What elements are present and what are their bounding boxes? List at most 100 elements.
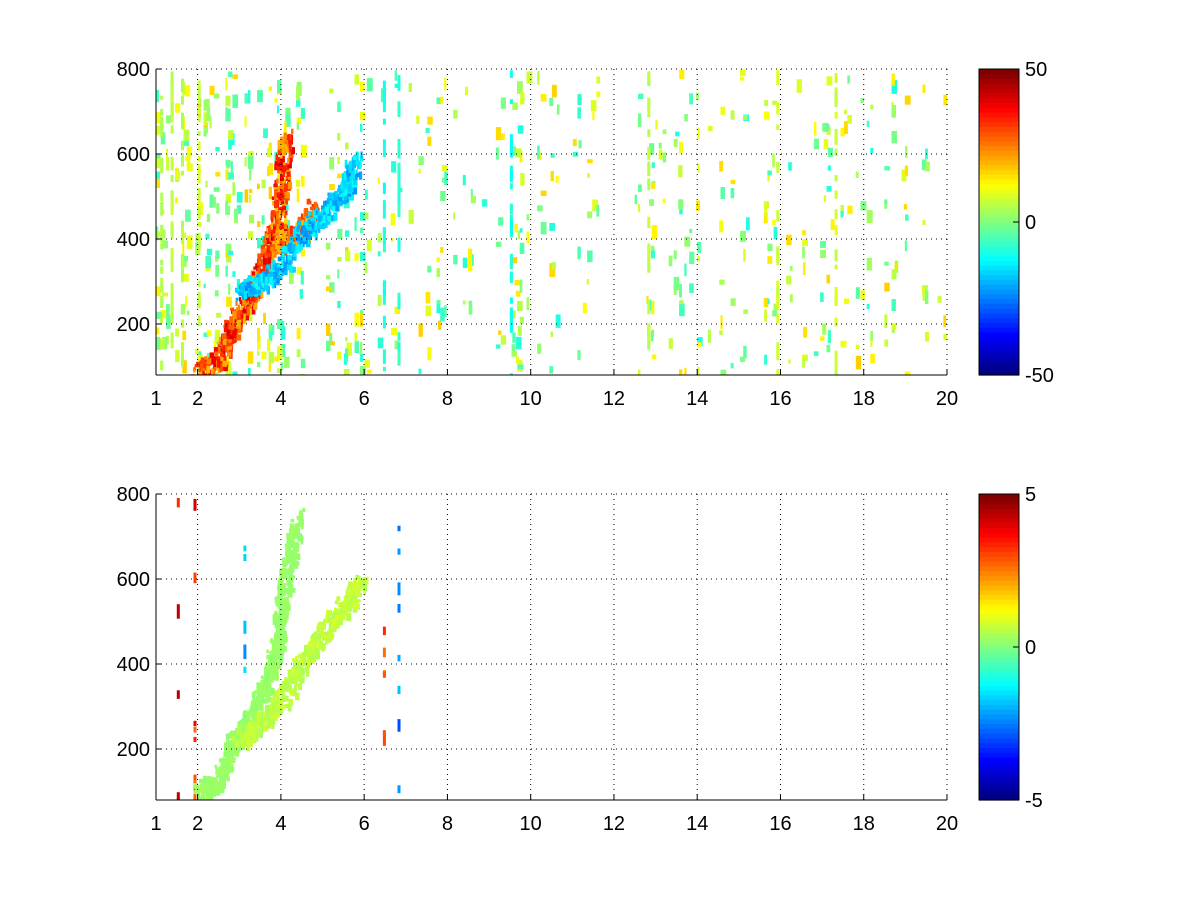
heatmap-cell — [209, 352, 215, 358]
heatmap-cell — [252, 271, 255, 276]
heatmap-cell — [638, 369, 641, 375]
heatmap-cell — [156, 231, 161, 238]
heatmap-cell — [658, 142, 662, 149]
heatmap-cell — [826, 76, 833, 86]
heatmap-cell — [360, 81, 365, 92]
heatmap-cell — [230, 307, 235, 312]
colorbar-segment — [979, 116, 1019, 123]
heatmap-cell — [336, 596, 341, 601]
colorbar-segment — [979, 169, 1019, 175]
heatmap-cell — [186, 163, 193, 172]
heatmap-cell — [295, 692, 300, 701]
heatmap-cell — [320, 219, 323, 225]
heatmap-cell — [290, 567, 295, 572]
colorbar-segment — [979, 279, 1019, 285]
heatmap-cell — [281, 272, 284, 276]
colorbar-segment — [979, 322, 1019, 328]
heatmap-cell — [257, 221, 261, 228]
heatmap-cell — [520, 92, 525, 105]
heatmap-cell — [296, 522, 300, 529]
heatmap-cell — [249, 308, 253, 322]
heatmap-cell — [170, 190, 174, 199]
heatmap-cell — [279, 233, 282, 238]
heatmap-cell — [515, 336, 522, 350]
heatmap-cell — [226, 333, 230, 340]
heatmap-cell — [266, 654, 271, 660]
heatmap-cell — [170, 284, 174, 301]
heatmap-cell — [337, 156, 340, 164]
heatmap-cell — [227, 767, 230, 774]
heatmap-cell — [235, 742, 238, 751]
heatmap-cell — [468, 300, 473, 315]
heatmap-cell — [282, 205, 287, 210]
heatmap-cell — [557, 104, 560, 115]
colorbar-segment — [979, 718, 1019, 725]
heatmap-cell — [197, 141, 201, 151]
heatmap-cell — [343, 596, 346, 605]
heatmap-cell — [549, 366, 554, 374]
heatmap-cell — [827, 165, 831, 171]
colorbar-tick-label: 0 — [1025, 637, 1036, 659]
heatmap-cell — [249, 188, 253, 193]
heatmap-cell — [509, 253, 513, 261]
heatmap-cell — [160, 95, 164, 100]
heatmap-cell — [509, 207, 513, 215]
heatmap-cell — [236, 205, 242, 214]
heatmap-cell — [363, 576, 369, 585]
heatmap-cell — [730, 179, 736, 185]
heatmap-cell — [925, 290, 929, 304]
heatmap-cell — [206, 791, 211, 795]
heatmap-cell — [244, 157, 247, 167]
heatmap-cell — [253, 707, 259, 712]
heatmap-cell — [285, 607, 289, 617]
heatmap-cell — [440, 191, 446, 202]
heatmap-cell — [662, 198, 666, 204]
heatmap-cell — [776, 161, 780, 173]
x-tick-label: 16 — [769, 388, 791, 410]
heatmap-cell — [263, 312, 266, 324]
heatmap-cell — [517, 81, 523, 94]
heatmap-cell — [228, 766, 232, 770]
heatmap-cell — [247, 231, 254, 239]
heatmap-cell — [160, 116, 164, 127]
heatmap-cell — [296, 234, 300, 242]
heatmap-cell — [243, 303, 246, 312]
heatmap-cell — [337, 301, 341, 309]
heatmap-cell — [321, 628, 324, 637]
heatmap-cell — [237, 327, 242, 334]
heatmap-cell — [354, 587, 358, 592]
heatmap-cell — [590, 100, 597, 112]
heatmap-cell — [250, 293, 256, 302]
heatmap-cell — [866, 210, 873, 224]
colorbar-segment — [979, 107, 1019, 113]
heatmap-cell — [260, 244, 266, 249]
heatmap-cell — [276, 640, 282, 648]
x-tick-label: 20 — [936, 813, 958, 835]
heatmap-cell — [256, 682, 261, 690]
heatmap-cell — [206, 248, 213, 256]
heatmap-cell — [228, 130, 234, 140]
heatmap-cell — [274, 356, 280, 362]
heatmap-cell — [243, 644, 247, 660]
heatmap-cell — [215, 787, 221, 796]
heatmap-cell — [181, 228, 184, 238]
heatmap-cell — [202, 775, 207, 781]
heatmap-cell — [834, 317, 838, 327]
heatmap-cell — [382, 367, 386, 372]
heatmap-cell — [317, 224, 321, 233]
heatmap-cell — [555, 314, 561, 328]
heatmap-cell — [453, 109, 458, 119]
heatmap-cell — [440, 96, 444, 104]
heatmap-cell — [234, 733, 240, 741]
heatmap-cell — [649, 199, 654, 206]
heatmap-cell — [278, 272, 282, 276]
heatmap-cell — [288, 546, 291, 553]
heatmap-cell — [307, 646, 311, 655]
colorbar-segment — [979, 560, 1019, 567]
heatmap-cell — [382, 243, 386, 253]
heatmap-cell — [217, 344, 221, 349]
heatmap-cell — [408, 83, 413, 92]
heatmap-cell — [416, 115, 420, 124]
heatmap-cell — [308, 219, 312, 224]
